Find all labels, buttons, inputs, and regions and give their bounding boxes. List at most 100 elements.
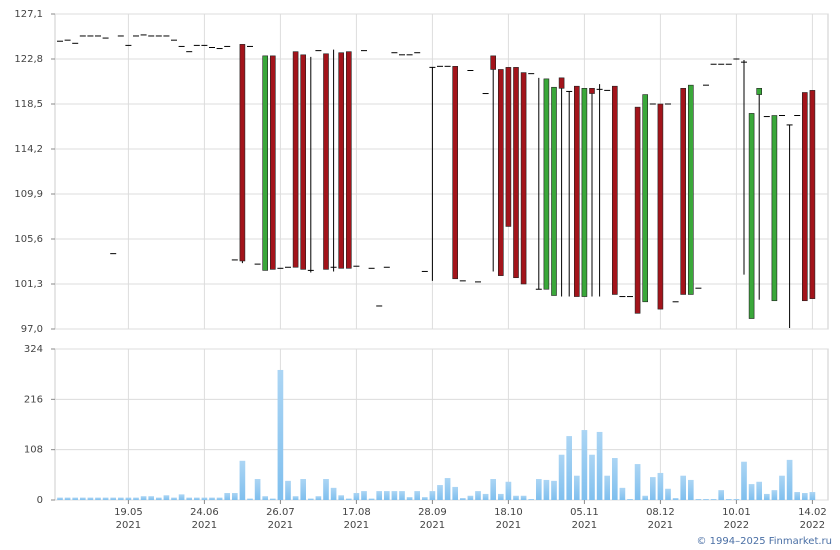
volume-bar-shade (247, 498, 253, 500)
volume-bar-shade (399, 491, 405, 500)
candle-body (292, 51, 299, 268)
volume-bar-shade (771, 490, 778, 500)
candle-body (657, 103, 664, 310)
y-tick-label: 97,0 (21, 324, 43, 335)
candle-body (642, 94, 649, 303)
volume-bar-shade (216, 497, 223, 500)
volume-bar-shade (156, 497, 162, 500)
volume-bar-shade (665, 488, 671, 500)
volume-bar-shade (361, 491, 367, 500)
volume-bar-shade (384, 491, 390, 500)
candle-body (513, 67, 519, 279)
volume-bar-shade (437, 485, 443, 500)
volume-bar-shade (194, 497, 200, 500)
volume-bar-shade (72, 497, 78, 500)
candle-body (543, 78, 550, 290)
candle-body (756, 88, 763, 95)
y-tick-label: 108 (24, 445, 43, 456)
y-tick-label: 105,6 (14, 234, 43, 245)
volume-bar-shade (163, 495, 170, 500)
candle-body (269, 55, 276, 270)
volume-bar-shade (558, 454, 565, 500)
candle-body (801, 92, 808, 302)
volume-bar-shade (346, 498, 352, 500)
candle-body (680, 88, 687, 295)
volume-bar-shade (239, 460, 246, 500)
volume-bar-shade (262, 496, 268, 500)
volume-bar-shade (703, 499, 709, 500)
volume-bar-shade (733, 499, 740, 500)
volume-bar-shade (422, 497, 428, 500)
volume-bar-shade (764, 493, 770, 500)
candle-body (581, 88, 588, 297)
y-tick-label: 122,8 (14, 54, 43, 65)
volume-bar-shade (779, 475, 785, 500)
volume-bar-shade (254, 479, 261, 500)
volume-bar-shade (574, 475, 580, 500)
volume-bar-shade (657, 472, 664, 500)
x-tick-label: 28.09 2021 (418, 507, 447, 531)
x-tick-label: 14.02 2022 (798, 507, 827, 531)
volume-bar-shade (406, 497, 413, 500)
y-tick-label: 101,3 (14, 279, 43, 290)
volume-bar-shade (186, 497, 192, 500)
volume-bar-shade (604, 475, 610, 500)
volume-bar-shade (475, 491, 481, 500)
volume-bar-shade (125, 497, 132, 500)
candle-body (634, 106, 641, 314)
volume-bar-shade (308, 498, 314, 500)
volume-bar-shade (581, 430, 588, 500)
volume-bar-shade (756, 481, 762, 500)
volume-bar-shade (201, 497, 208, 500)
y-tick-label: 118,5 (14, 99, 43, 110)
volume-bar-shade (209, 497, 215, 500)
volume-bar-shade (270, 498, 276, 500)
volume-bar-shade (467, 495, 474, 500)
candle-body (497, 69, 504, 276)
x-tick-label: 24.06 2021 (190, 507, 219, 531)
x-tick-label: 05.11 2021 (570, 507, 599, 531)
volume-bar-shade (672, 498, 679, 500)
candle-body (809, 90, 816, 299)
volume-bar-shade (490, 479, 496, 500)
candle-body (687, 84, 694, 295)
volume-bar-shade (414, 491, 420, 500)
candle-body (589, 88, 595, 94)
volume-bar-shade (102, 497, 109, 500)
candle-body (338, 52, 345, 269)
x-tick-label: 18.10 2021 (494, 507, 523, 531)
volume-bar-shade (688, 479, 694, 500)
volume-bar-shade (376, 491, 382, 500)
volume-bar-shade (642, 495, 648, 500)
candle-body (748, 113, 755, 319)
volume-bar-shade (171, 497, 177, 500)
y-tick-label: 0 (37, 495, 43, 506)
volume-bar-shade (650, 477, 656, 500)
volume-bar-shade (277, 369, 284, 500)
volume-bar-shade (695, 499, 702, 500)
candle-body (262, 55, 269, 271)
volume-bar-shade (338, 495, 344, 500)
volume-bar-shade (87, 497, 94, 500)
candle-body (551, 86, 557, 296)
candle-body (505, 67, 512, 227)
x-tick-label: 26.07 2021 (266, 507, 295, 531)
volume-bar-shade (368, 498, 375, 500)
volume-bar-shade (232, 493, 238, 500)
candle-body (239, 44, 246, 262)
volume-bar-shade (543, 479, 550, 500)
volume-bar-shade (596, 431, 603, 500)
volume-bar-shade (80, 497, 86, 500)
volume-bar-shade (612, 458, 618, 500)
volume-bar-shade (57, 497, 63, 500)
x-tick-label: 19.05 2021 (114, 507, 143, 531)
volume-bar-shade (300, 479, 306, 500)
volume-bar-shade (224, 493, 230, 500)
volume-bar-shade (536, 479, 542, 500)
volume-bar-shade (718, 490, 724, 500)
x-tick-label: 10.01 2022 (722, 507, 751, 531)
volume-panel (54, 348, 829, 501)
volume-bar-shade (505, 481, 512, 500)
volume-bar-shade (786, 459, 793, 500)
